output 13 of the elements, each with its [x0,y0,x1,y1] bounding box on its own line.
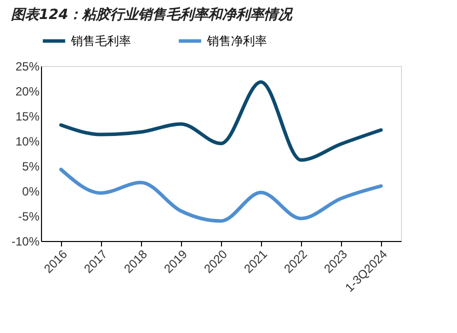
y-tick-label: -10% [11,234,40,248]
legend-label: 销售净利率 [206,34,267,48]
line-series [59,80,383,162]
chart-title: 图表124：粘胶行业销售毛利率和净利率情况 [10,6,294,23]
y-tick-label: 15% [15,110,40,124]
legend-label: 销售毛利率 [70,34,131,48]
y-tick-label: 0% [22,184,40,198]
y-tick-label: 20% [15,84,40,98]
line-series [59,168,383,223]
y-tick-label: 5% [22,160,40,174]
y-tick-label: 10% [15,134,40,148]
y-tick-label: 25% [15,60,40,74]
y-tick-label: -5% [18,210,40,224]
